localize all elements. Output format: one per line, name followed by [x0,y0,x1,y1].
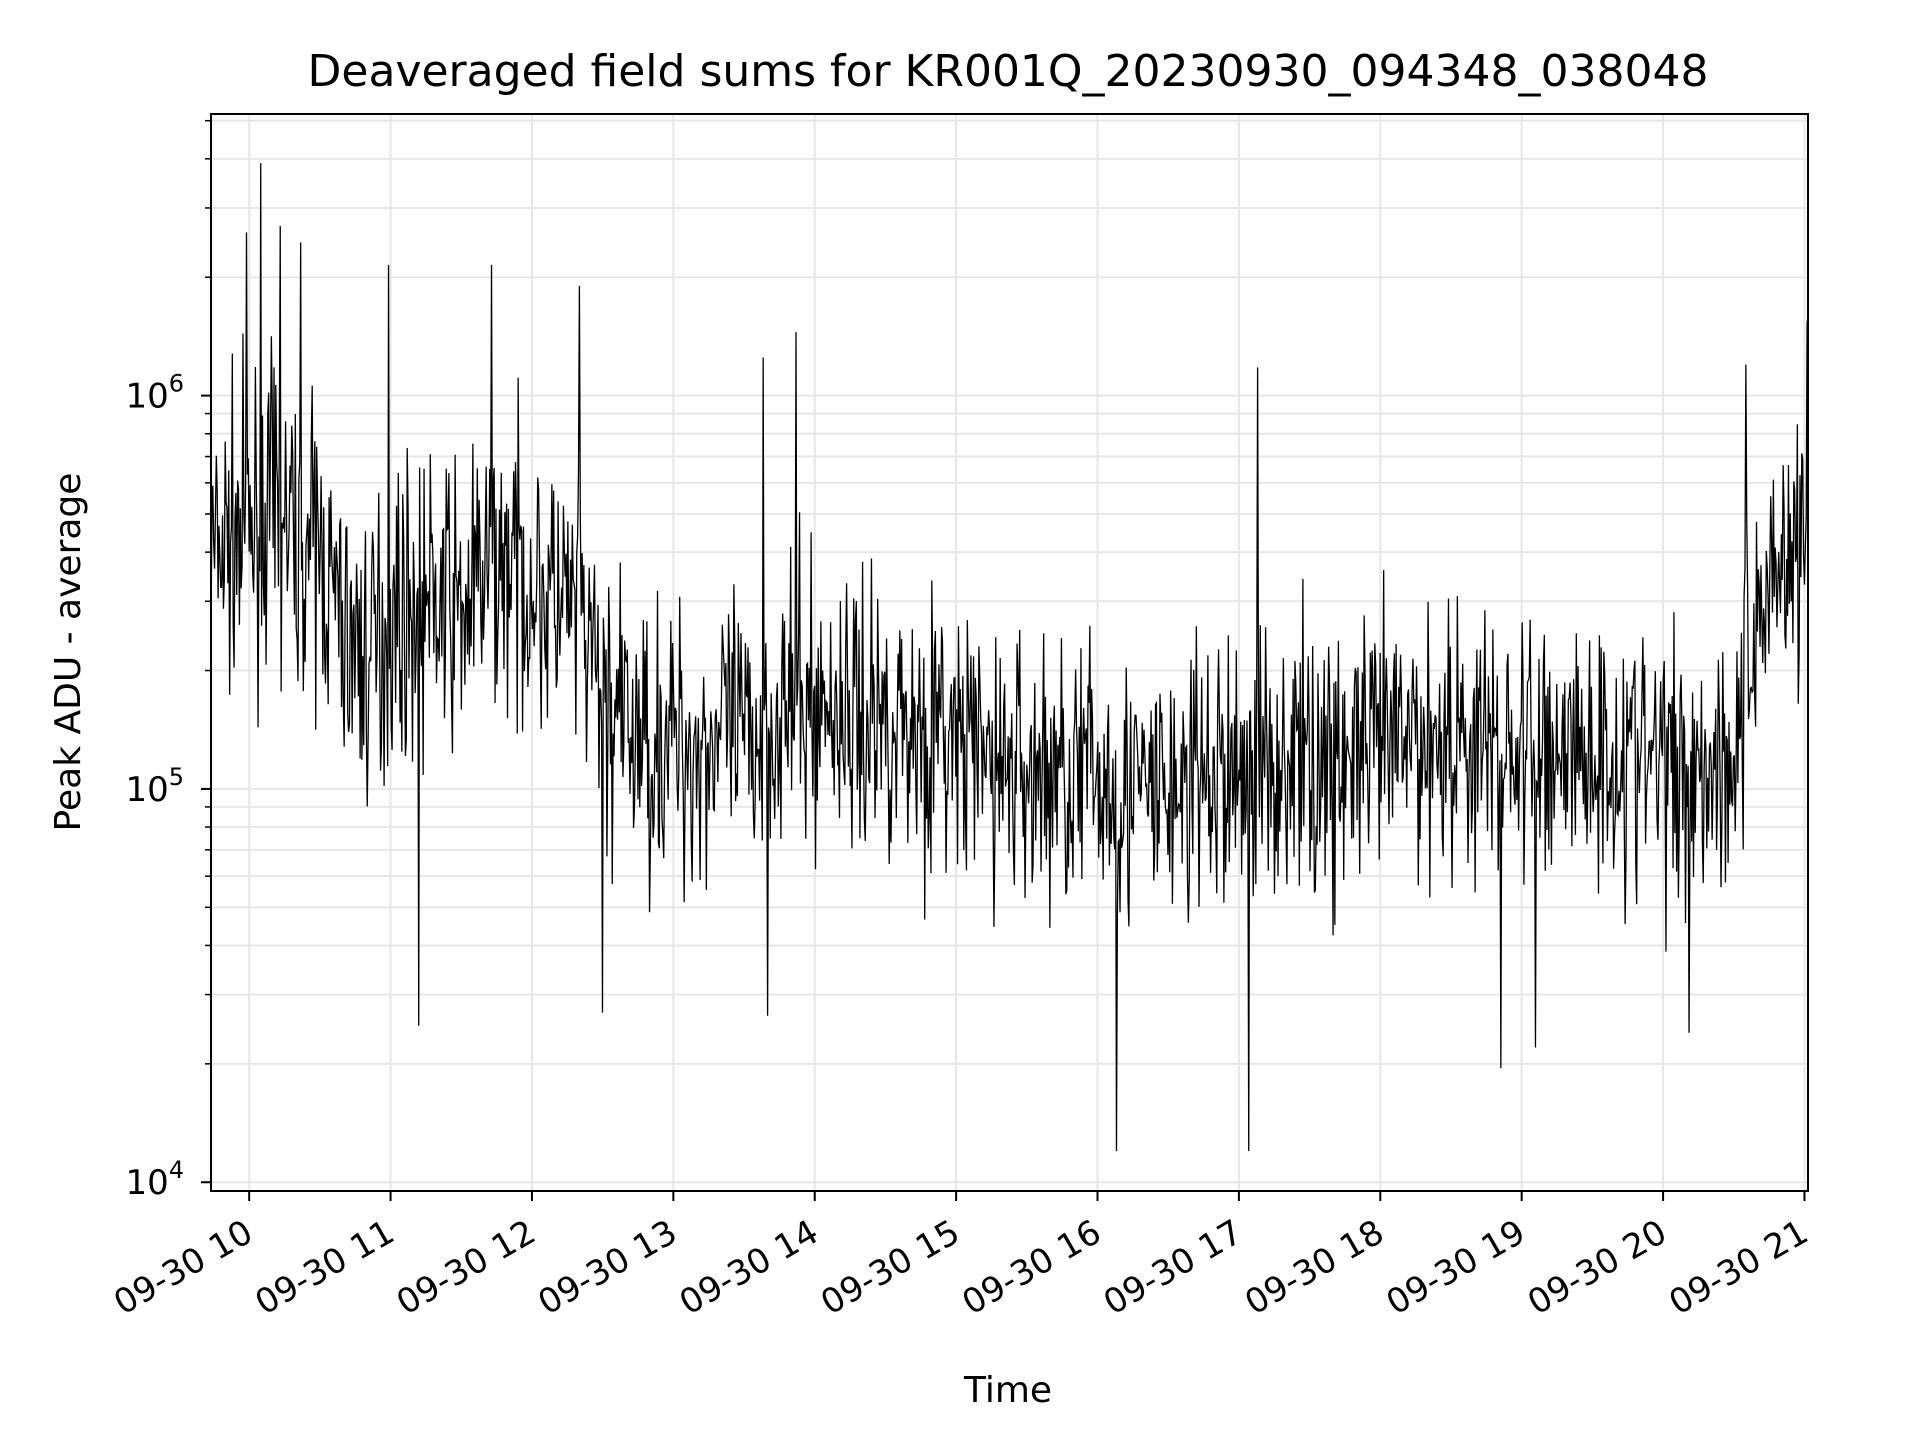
plot-frame [210,113,1809,1192]
chart-title: Deaveraged field sums for KR001Q_2023093… [308,46,1709,97]
y-axis-label: Peak ADU - average [48,473,89,832]
y-tick-base: 10 [125,1163,168,1203]
y-tick-exponent: 6 [169,370,184,398]
y-tick-label: 106 [125,370,184,417]
y-tick-label: 104 [125,1156,184,1203]
series-line [210,163,1809,1152]
y-tick-label: 105 [125,763,184,810]
y-tick-base: 10 [125,377,168,417]
y-tick-base: 10 [125,770,168,810]
x-axis-label: Time [963,1370,1052,1411]
y-tick-exponent: 5 [169,763,184,791]
data-series [210,163,1809,1152]
y-tick-exponent: 4 [169,1156,184,1184]
